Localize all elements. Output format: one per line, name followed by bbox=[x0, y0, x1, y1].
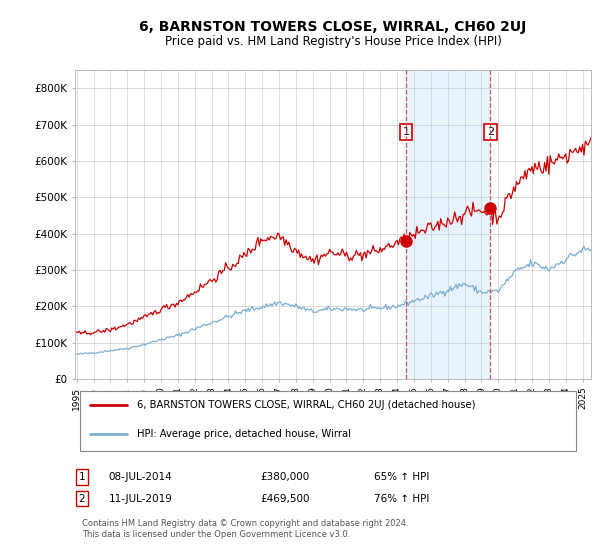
Text: 6, BARNSTON TOWERS CLOSE, WIRRAL, CH60 2UJ: 6, BARNSTON TOWERS CLOSE, WIRRAL, CH60 2… bbox=[139, 20, 527, 34]
Text: 6, BARNSTON TOWERS CLOSE, WIRRAL, CH60 2UJ (detached house): 6, BARNSTON TOWERS CLOSE, WIRRAL, CH60 2… bbox=[137, 400, 475, 410]
Text: 08-JUL-2014: 08-JUL-2014 bbox=[109, 472, 172, 482]
Text: Contains HM Land Registry data © Crown copyright and database right 2024.
This d: Contains HM Land Registry data © Crown c… bbox=[82, 520, 409, 539]
Text: HPI: Average price, detached house, Wirral: HPI: Average price, detached house, Wirr… bbox=[137, 429, 351, 439]
Text: £469,500: £469,500 bbox=[261, 494, 310, 504]
Text: 11-JUL-2019: 11-JUL-2019 bbox=[109, 494, 172, 504]
Text: 1: 1 bbox=[79, 472, 85, 482]
Text: 2: 2 bbox=[487, 127, 494, 137]
Text: £380,000: £380,000 bbox=[261, 472, 310, 482]
Text: 2: 2 bbox=[79, 494, 85, 504]
Text: Price paid vs. HM Land Registry's House Price Index (HPI): Price paid vs. HM Land Registry's House … bbox=[164, 35, 502, 48]
Bar bbox=[406, 70, 490, 379]
Text: 1: 1 bbox=[403, 127, 410, 137]
Text: 76% ↑ HPI: 76% ↑ HPI bbox=[374, 494, 430, 504]
Text: 65% ↑ HPI: 65% ↑ HPI bbox=[374, 472, 430, 482]
FancyBboxPatch shape bbox=[80, 391, 575, 451]
